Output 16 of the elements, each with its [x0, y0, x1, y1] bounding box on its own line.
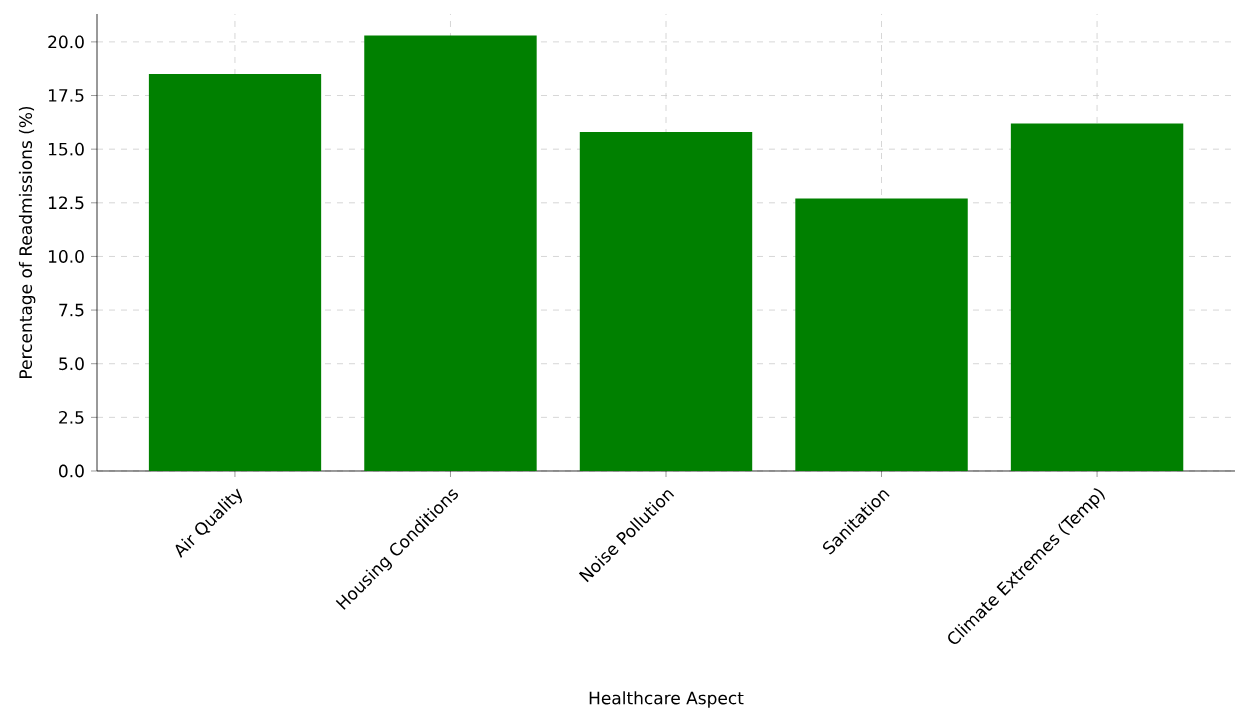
- y-tick-label: 15.0: [48, 142, 84, 156]
- y-tick-label: 12.5: [48, 196, 84, 210]
- y-axis-title: Percentage of Readmissions (%): [18, 106, 36, 378]
- bar: [364, 35, 537, 471]
- bar: [1010, 123, 1184, 471]
- x-axis-title: Healthcare Aspect: [589, 691, 744, 708]
- y-tick-label: 2.5: [59, 410, 84, 424]
- y-tick-label: 10.0: [48, 250, 84, 263]
- y-tick-label: 20.0: [48, 35, 84, 49]
- bar: [795, 198, 968, 471]
- y-tick-label: 5.0: [59, 357, 84, 371]
- y-tick-label: 17.5: [48, 89, 84, 102]
- bar: [579, 132, 753, 471]
- y-tick-label: 0.0: [59, 464, 84, 478]
- y-tick-label: 7.5: [59, 303, 84, 317]
- bar: [148, 74, 322, 471]
